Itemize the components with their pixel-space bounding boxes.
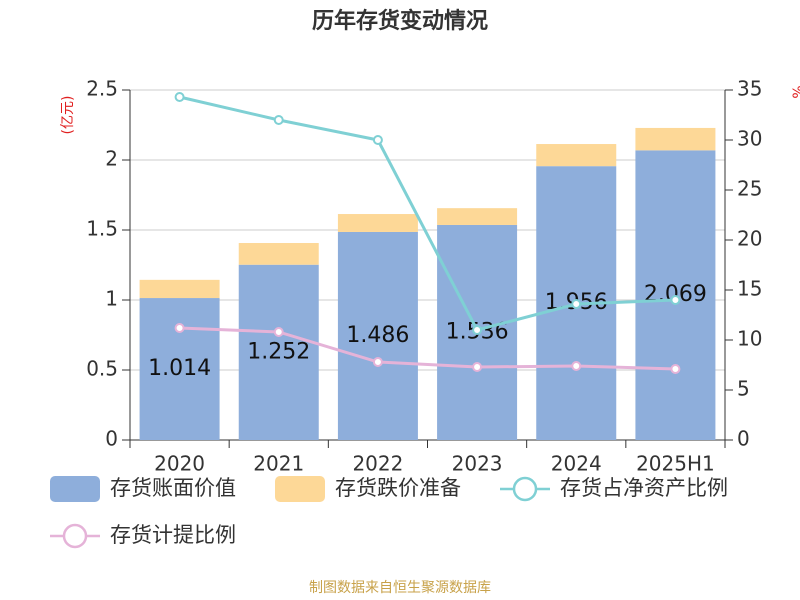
line-point bbox=[174, 92, 185, 102]
y2-tick-label: 20 bbox=[737, 227, 762, 251]
line bbox=[179, 326, 676, 371]
y2-tick-label: 5 bbox=[737, 377, 750, 401]
data-label: 1.014 bbox=[148, 356, 211, 381]
y-tick-label: 0 bbox=[105, 427, 118, 451]
bar bbox=[337, 231, 418, 440]
line-point bbox=[571, 361, 582, 371]
bar bbox=[437, 208, 518, 225]
line-point bbox=[273, 327, 284, 337]
y2-tick-label: 0 bbox=[737, 427, 750, 451]
data-label: 1.252 bbox=[247, 339, 310, 364]
legend-label[interactable]: 存货计提比例 bbox=[110, 523, 236, 547]
y2-tick-label: 30 bbox=[737, 127, 762, 151]
source-note: 制图数据来自恒生聚源数据库 bbox=[309, 580, 491, 596]
x-tick-label: 2024 bbox=[551, 452, 602, 476]
y2-tick-label: 15 bbox=[737, 277, 762, 301]
y-tick-label: 2.5 bbox=[86, 77, 118, 101]
bar bbox=[337, 214, 418, 232]
line-point bbox=[372, 357, 383, 367]
y2-axis-label: % bbox=[791, 85, 800, 98]
bar bbox=[139, 298, 220, 440]
chart-title: 历年存货变动情况 bbox=[312, 8, 488, 34]
y-tick-label: 1.5 bbox=[86, 217, 118, 241]
x-tick-label: 2020 bbox=[154, 452, 205, 476]
line-point bbox=[174, 323, 185, 333]
line-point bbox=[372, 135, 383, 145]
line-point bbox=[273, 115, 284, 125]
legend-label[interactable]: 存货跌价准备 bbox=[335, 476, 461, 500]
x-tick-label: 2021 bbox=[253, 452, 304, 476]
legend-swatch[interactable] bbox=[512, 476, 538, 502]
y-tick-label: 1 bbox=[105, 287, 118, 311]
y-tick-label: 2 bbox=[105, 147, 118, 171]
line-point bbox=[571, 299, 582, 309]
y2-tick-label: 25 bbox=[737, 177, 762, 201]
legend-label[interactable]: 存货占净资产比例 bbox=[560, 476, 728, 500]
line-point bbox=[670, 295, 681, 305]
legend-swatch[interactable] bbox=[62, 523, 88, 549]
bar bbox=[635, 127, 716, 151]
bar bbox=[536, 144, 617, 167]
line bbox=[179, 95, 676, 332]
line-point bbox=[472, 325, 483, 335]
bar bbox=[238, 243, 319, 265]
y2-tick-label: 10 bbox=[737, 327, 762, 351]
line-point bbox=[670, 364, 681, 374]
legend-swatch[interactable] bbox=[275, 476, 325, 502]
bar bbox=[139, 279, 220, 299]
y2-tick-label: 35 bbox=[737, 77, 762, 101]
line-point bbox=[472, 362, 483, 372]
x-tick-label: 2025H1 bbox=[636, 452, 715, 476]
legend-swatch[interactable] bbox=[50, 476, 100, 502]
legend-label[interactable]: 存货账面价值 bbox=[110, 476, 236, 500]
data-label: 1.486 bbox=[346, 323, 409, 348]
x-tick-label: 2023 bbox=[452, 452, 503, 476]
x-tick-label: 2022 bbox=[352, 452, 403, 476]
y-axis-label: (亿元) bbox=[60, 96, 76, 135]
y-tick-label: 0.5 bbox=[86, 357, 118, 381]
bar bbox=[238, 264, 319, 440]
